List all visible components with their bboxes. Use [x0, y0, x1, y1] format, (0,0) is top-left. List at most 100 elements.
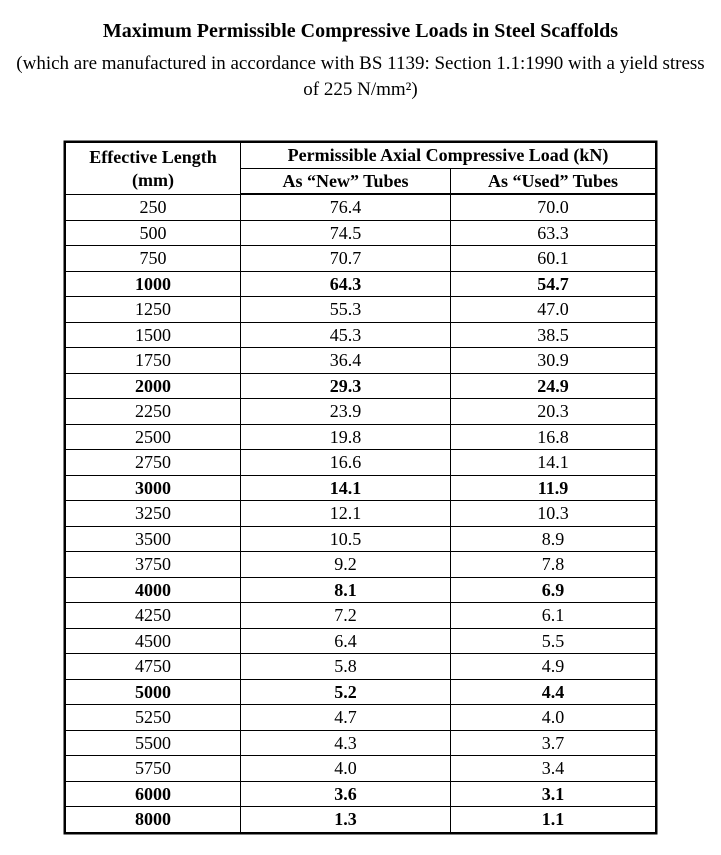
cell-new-tubes: 7.2	[240, 603, 450, 629]
cell-used-tubes: 4.4	[450, 679, 655, 705]
cell-new-tubes: 4.0	[240, 756, 450, 782]
table-row: 45006.45.5	[65, 628, 655, 654]
cell-effective-length: 1000	[65, 271, 240, 297]
table-row: 300014.111.9	[65, 475, 655, 501]
table-row: 37509.27.8	[65, 552, 655, 578]
cell-effective-length: 3250	[65, 501, 240, 527]
table-row: 47505.84.9	[65, 654, 655, 680]
cell-new-tubes: 45.3	[240, 322, 450, 348]
table-row: 175036.430.9	[65, 348, 655, 374]
cell-effective-length: 2250	[65, 399, 240, 425]
table-row: 25076.470.0	[65, 194, 655, 220]
table-row: 225023.920.3	[65, 399, 655, 425]
cell-effective-length: 2500	[65, 424, 240, 450]
cell-used-tubes: 30.9	[450, 348, 655, 374]
table-body: 25076.470.050074.563.375070.760.1100064.…	[65, 194, 655, 832]
cell-used-tubes: 60.1	[450, 246, 655, 272]
cell-new-tubes: 4.3	[240, 730, 450, 756]
cell-used-tubes: 5.5	[450, 628, 655, 654]
cell-effective-length: 6000	[65, 781, 240, 807]
table-row: 125055.347.0	[65, 297, 655, 323]
table-row: 55004.33.7	[65, 730, 655, 756]
page-subtitle: (which are manufactured in accordance wi…	[10, 51, 711, 102]
table-row: 57504.03.4	[65, 756, 655, 782]
cell-effective-length: 1750	[65, 348, 240, 374]
cell-new-tubes: 10.5	[240, 526, 450, 552]
cell-new-tubes: 70.7	[240, 246, 450, 272]
loads-table: Effective Length (mm) Permissible Axial …	[65, 142, 656, 833]
cell-new-tubes: 36.4	[240, 348, 450, 374]
cell-used-tubes: 6.9	[450, 577, 655, 603]
cell-used-tubes: 11.9	[450, 475, 655, 501]
cell-used-tubes: 3.1	[450, 781, 655, 807]
table-row: 100064.354.7	[65, 271, 655, 297]
col-subheader-used: As “Used” Tubes	[450, 168, 655, 194]
cell-new-tubes: 6.4	[240, 628, 450, 654]
cell-new-tubes: 14.1	[240, 475, 450, 501]
table-row: 350010.58.9	[65, 526, 655, 552]
cell-new-tubes: 4.7	[240, 705, 450, 731]
cell-used-tubes: 63.3	[450, 220, 655, 246]
cell-used-tubes: 54.7	[450, 271, 655, 297]
table-row: 50074.563.3	[65, 220, 655, 246]
cell-effective-length: 5000	[65, 679, 240, 705]
cell-new-tubes: 9.2	[240, 552, 450, 578]
cell-new-tubes: 64.3	[240, 271, 450, 297]
cell-new-tubes: 76.4	[240, 194, 450, 220]
col-subheader-new: As “New” Tubes	[240, 168, 450, 194]
cell-effective-length: 3500	[65, 526, 240, 552]
cell-effective-length: 4750	[65, 654, 240, 680]
cell-new-tubes: 5.2	[240, 679, 450, 705]
cell-used-tubes: 4.9	[450, 654, 655, 680]
cell-used-tubes: 3.7	[450, 730, 655, 756]
table-row: 325012.110.3	[65, 501, 655, 527]
table-header-row-1: Effective Length (mm) Permissible Axial …	[65, 143, 655, 169]
table-row: 75070.760.1	[65, 246, 655, 272]
cell-effective-length: 2000	[65, 373, 240, 399]
table-container: Effective Length (mm) Permissible Axial …	[10, 142, 711, 833]
cell-new-tubes: 16.6	[240, 450, 450, 476]
cell-used-tubes: 1.1	[450, 807, 655, 833]
table-row: 40008.16.9	[65, 577, 655, 603]
cell-used-tubes: 20.3	[450, 399, 655, 425]
table-row: 80001.31.1	[65, 807, 655, 833]
cell-effective-length: 4500	[65, 628, 240, 654]
cell-used-tubes: 38.5	[450, 322, 655, 348]
cell-used-tubes: 4.0	[450, 705, 655, 731]
cell-new-tubes: 19.8	[240, 424, 450, 450]
cell-effective-length: 8000	[65, 807, 240, 833]
cell-effective-length: 500	[65, 220, 240, 246]
col-header-line2: (mm)	[132, 170, 174, 190]
cell-new-tubes: 3.6	[240, 781, 450, 807]
cell-effective-length: 5500	[65, 730, 240, 756]
cell-effective-length: 4250	[65, 603, 240, 629]
cell-new-tubes: 29.3	[240, 373, 450, 399]
cell-used-tubes: 10.3	[450, 501, 655, 527]
cell-used-tubes: 16.8	[450, 424, 655, 450]
cell-effective-length: 750	[65, 246, 240, 272]
cell-new-tubes: 12.1	[240, 501, 450, 527]
cell-effective-length: 2750	[65, 450, 240, 476]
table-row: 250019.816.8	[65, 424, 655, 450]
col-header-line1: Effective Length	[89, 147, 216, 167]
cell-used-tubes: 7.8	[450, 552, 655, 578]
cell-effective-length: 5750	[65, 756, 240, 782]
cell-effective-length: 5250	[65, 705, 240, 731]
cell-new-tubes: 23.9	[240, 399, 450, 425]
cell-used-tubes: 3.4	[450, 756, 655, 782]
cell-new-tubes: 5.8	[240, 654, 450, 680]
cell-new-tubes: 8.1	[240, 577, 450, 603]
cell-new-tubes: 74.5	[240, 220, 450, 246]
cell-new-tubes: 1.3	[240, 807, 450, 833]
table-row: 200029.324.9	[65, 373, 655, 399]
cell-effective-length: 4000	[65, 577, 240, 603]
cell-used-tubes: 47.0	[450, 297, 655, 323]
table-row: 275016.614.1	[65, 450, 655, 476]
cell-used-tubes: 70.0	[450, 194, 655, 220]
cell-used-tubes: 24.9	[450, 373, 655, 399]
col-header-effective-length: Effective Length (mm)	[65, 143, 240, 195]
cell-used-tubes: 8.9	[450, 526, 655, 552]
cell-effective-length: 1250	[65, 297, 240, 323]
cell-effective-length: 3750	[65, 552, 240, 578]
cell-new-tubes: 55.3	[240, 297, 450, 323]
